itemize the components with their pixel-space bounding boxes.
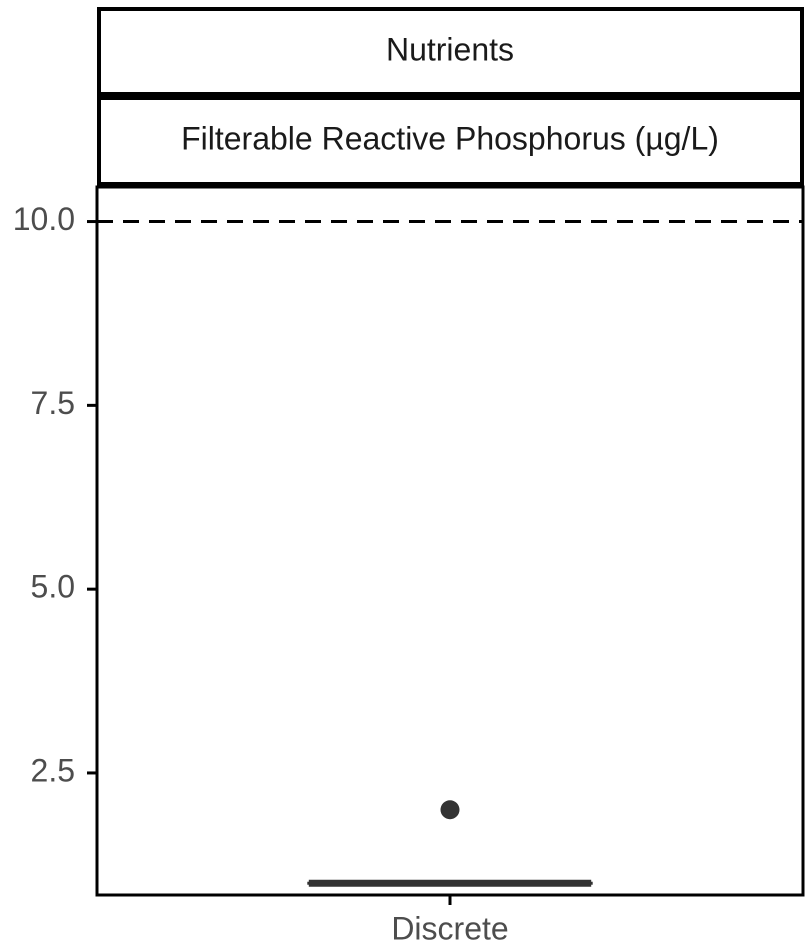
y-tick-label: 2.5 xyxy=(31,752,75,788)
facet-strip-bottom: Filterable Reactive Phosphorus (µg/L) xyxy=(97,96,804,186)
facet-strip-top-box xyxy=(97,7,804,96)
y-tick-label: 5.0 xyxy=(31,569,75,605)
x-axis: Discrete xyxy=(391,895,509,946)
facet-strip-bottom-box xyxy=(97,96,804,186)
y-tick-label: 10.0 xyxy=(13,201,75,237)
box-discrete xyxy=(307,800,593,887)
facet-strip-bottom-label: Filterable Reactive Phosphorus (µg/L) xyxy=(181,120,719,156)
facet-strip-top: Nutrients xyxy=(97,7,804,96)
x-tick-label: Discrete xyxy=(391,910,508,946)
boxes xyxy=(307,800,593,887)
outlier-point xyxy=(440,800,460,820)
y-tick-label: 7.5 xyxy=(31,385,75,421)
y-axis: 2.5 5.0 7.5 10.0 xyxy=(13,201,97,788)
plot-panel xyxy=(95,185,805,897)
facet-strip-top-label: Nutrients xyxy=(386,31,514,67)
